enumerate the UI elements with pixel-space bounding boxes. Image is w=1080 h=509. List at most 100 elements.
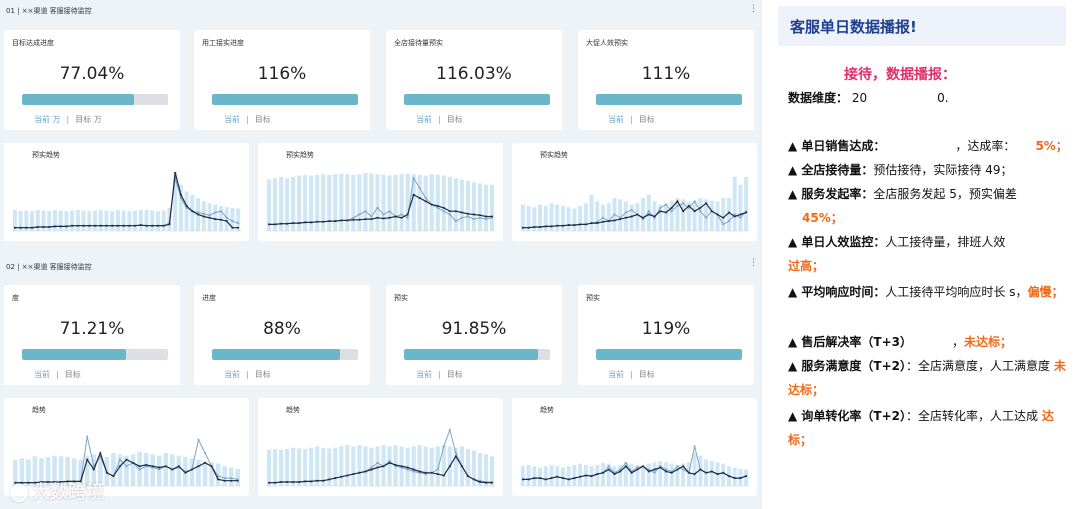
chart-line-target <box>269 428 492 484</box>
chart-bar <box>266 449 272 486</box>
chart-bar <box>32 456 38 486</box>
chart-line-target-point <box>400 213 403 216</box>
current-label: 当前 <box>608 115 624 124</box>
chart-line-target-point <box>448 428 451 431</box>
chart-line-actual-point <box>653 215 656 218</box>
chart-bar <box>744 469 749 486</box>
chart-line-actual-point <box>556 224 559 227</box>
chart-line-actual-point <box>472 213 475 216</box>
chart-bar <box>471 182 477 231</box>
chart-bar <box>47 211 52 231</box>
chart-line-target-point <box>388 210 391 213</box>
chart-line-target-point <box>223 477 226 480</box>
chart-line-actual <box>269 455 492 484</box>
kpi-footer: 当前 | 目标 <box>416 370 463 379</box>
target-label: 目标 <box>254 370 271 379</box>
chart-bar <box>52 455 57 486</box>
chart-line-target-point <box>653 471 656 474</box>
chart-line-actual-point <box>36 226 39 229</box>
chart-line-actual-point <box>682 465 685 468</box>
chart-bar <box>18 211 23 231</box>
progress-fill <box>404 349 539 360</box>
chart-line-target-point <box>733 213 736 216</box>
chart-bar <box>453 447 458 486</box>
chart-bar <box>387 175 392 231</box>
chart-bar <box>228 467 234 486</box>
chart-line-target-point <box>424 197 427 199</box>
chart-bar <box>393 174 398 231</box>
chart-line-actual-point <box>286 481 289 484</box>
chart-line-actual-point <box>340 475 343 478</box>
kpi-value: 71.21% <box>59 319 125 339</box>
report-line-conversion: ▲ 询单转化率（T+2）：全店转化率，人工达成 达标； <box>788 404 1068 452</box>
chart-line-target-point <box>664 203 667 206</box>
kpi-footer: 当前 万 | 目标 万 <box>34 115 102 124</box>
chart-line-actual-point <box>92 468 95 471</box>
kpi-value: 116.03% <box>436 64 512 84</box>
chart-bar <box>435 174 440 231</box>
progress-fill <box>596 94 742 105</box>
chart-bar <box>196 459 201 486</box>
chart-bar <box>663 462 668 486</box>
chart-line-actual-point <box>733 477 736 480</box>
chart-line-actual-point <box>664 470 667 473</box>
chart-bar <box>387 446 392 486</box>
chart-line-actual-point <box>436 204 439 207</box>
chart-line-actual-point <box>145 463 148 466</box>
line-body: ， <box>952 335 965 349</box>
chart-line-actual-point <box>105 224 108 227</box>
chart-bar <box>658 204 663 231</box>
chart-bar <box>176 455 182 486</box>
chart-line-actual-point <box>394 463 397 466</box>
line-title: ▲ 单日销售达成： <box>788 139 886 153</box>
chart-line-actual-point <box>745 475 748 478</box>
chart-line-target-point <box>202 212 205 215</box>
chart-line-actual <box>522 465 747 481</box>
chart-bar <box>429 174 434 231</box>
chart-line-target-point <box>699 210 702 213</box>
more-menu-icon[interactable]: ⋮ <box>749 258 758 268</box>
progress-fill <box>22 349 126 360</box>
chart-line-actual-point <box>442 206 445 209</box>
section-title-2: 02 | ××渠道 客服接待监控 <box>6 263 92 271</box>
chart-line-actual-point <box>745 211 748 214</box>
chart-bar <box>399 174 404 231</box>
unit-label: 万 <box>93 115 102 124</box>
report-header: 客服单日数据播报! <box>778 6 1066 46</box>
trend-chart-3: 预实趋势 <box>512 143 757 241</box>
chart-line-actual-point <box>334 220 337 223</box>
chart-bar <box>483 184 489 231</box>
progress-fill <box>22 94 135 105</box>
chart-line-actual-point <box>448 465 451 468</box>
chart-line-actual-point <box>705 471 708 474</box>
chart-line-actual-point <box>567 224 570 227</box>
chart-line-actual-point <box>670 471 673 474</box>
kpi-value: 119% <box>641 319 691 339</box>
chart-line-target-point <box>647 210 650 213</box>
kpi-card-2: 用工接实进度 116% 当前 | 目标 <box>194 30 370 130</box>
chart-line-actual-point <box>561 477 564 480</box>
chart-line-target-point <box>624 211 627 214</box>
chart-bar <box>721 463 726 486</box>
line-tail: 49； <box>985 163 1013 177</box>
chart-line-target-point <box>214 211 217 214</box>
chart-bar <box>117 454 123 486</box>
chart-title: 预实趋势 <box>286 151 314 159</box>
chart-line-actual-point <box>214 218 217 221</box>
chart-bar <box>595 464 600 486</box>
chart-line-actual-point <box>710 470 713 473</box>
chart-line-actual-point <box>179 193 182 196</box>
chart-line-actual-point <box>352 218 355 221</box>
chart-line-actual-point <box>739 477 742 480</box>
chart-bar <box>606 203 611 231</box>
chart-line-actual-point <box>208 216 211 219</box>
more-menu-icon[interactable]: ⋮ <box>749 4 758 14</box>
chart-bar <box>698 198 703 231</box>
chart-line-actual-point <box>406 213 409 216</box>
chart-bar <box>532 466 537 486</box>
chart-line-actual-point <box>636 468 639 471</box>
kpi-value: 77.04% <box>59 64 125 84</box>
chart-bar <box>646 194 651 231</box>
kpi-value: 91.85% <box>441 319 507 339</box>
chart-bar <box>98 209 103 231</box>
